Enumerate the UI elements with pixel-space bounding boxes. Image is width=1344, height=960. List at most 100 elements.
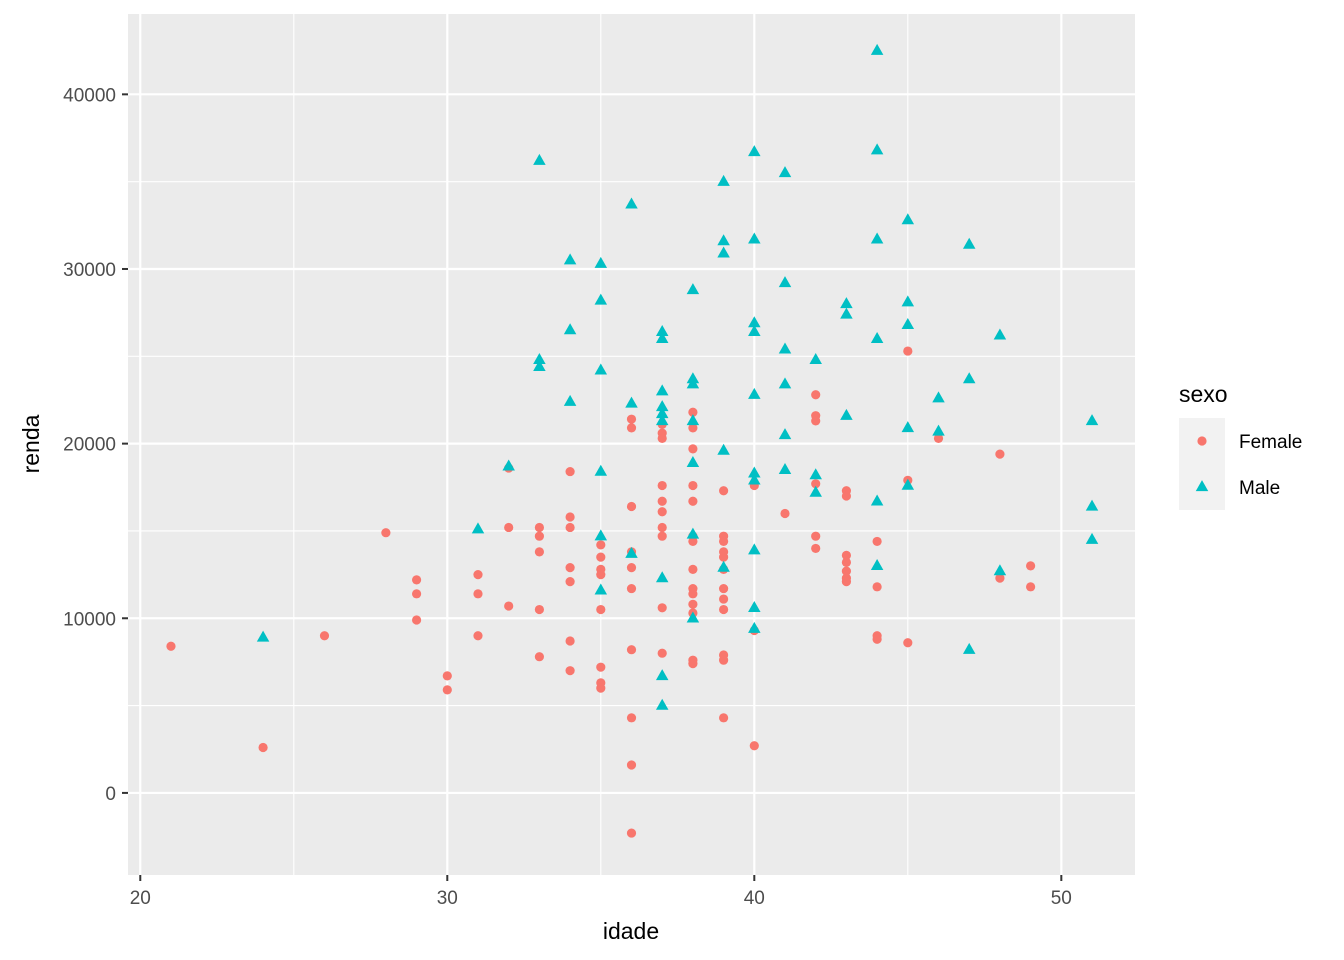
data-point (778, 428, 792, 440)
data-point (870, 559, 884, 571)
data-point (1085, 414, 1099, 426)
y-axis-ticks: 0 10000 20000 30000 40000 (63, 85, 128, 805)
data-point (840, 297, 853, 309)
x-tick-label: 50 (1051, 888, 1072, 909)
data-point (565, 576, 575, 587)
data-point (993, 564, 1007, 576)
data-point (870, 43, 884, 55)
data-point (840, 307, 853, 319)
data-point (534, 652, 544, 662)
y-tick-label: 0 (105, 784, 116, 805)
data-point (719, 713, 729, 723)
x-tick-label: 20 (130, 888, 151, 909)
data-point (748, 325, 761, 337)
data-point (626, 583, 637, 594)
data-point (686, 414, 700, 426)
data-point (594, 363, 608, 375)
data-point (717, 246, 730, 258)
data-point (870, 143, 884, 155)
legend-key-male (1195, 480, 1209, 492)
data-point (748, 473, 761, 485)
data-point (473, 570, 483, 580)
data-point (811, 479, 821, 489)
data-point (533, 359, 546, 371)
data-point (841, 576, 852, 587)
legend: sexo Female Male (1179, 381, 1302, 510)
data-point (473, 589, 483, 599)
data-point (778, 166, 792, 178)
data-point (778, 377, 792, 389)
data-points (166, 43, 1099, 838)
data-point (901, 295, 915, 307)
data-point (809, 352, 822, 364)
data-point (655, 400, 669, 412)
data-point (686, 611, 700, 623)
data-point (809, 485, 822, 497)
data-point (473, 631, 483, 641)
data-point (565, 466, 575, 477)
data-point (534, 531, 544, 541)
data-point (657, 603, 667, 613)
data-point (411, 575, 422, 585)
data-point (565, 563, 575, 573)
data-point (626, 501, 637, 512)
data-point (841, 566, 852, 576)
data-point (565, 636, 575, 646)
data-point (563, 253, 577, 265)
data-point (688, 564, 698, 574)
data-point (688, 659, 698, 669)
data-point (962, 372, 976, 384)
data-point (625, 546, 638, 558)
data-point (381, 528, 391, 538)
data-point (933, 433, 944, 443)
x-tick-label: 30 (437, 888, 458, 909)
data-point (594, 464, 608, 476)
data-point (748, 600, 761, 612)
data-point (1085, 532, 1099, 544)
data-point (841, 491, 852, 501)
data-point (534, 522, 544, 533)
data-point (686, 283, 700, 295)
data-point (256, 630, 270, 642)
data-point (657, 507, 667, 517)
data-point (809, 468, 822, 480)
data-point (811, 390, 821, 400)
data-point (1026, 561, 1036, 571)
data-point (657, 433, 667, 443)
data-point (594, 256, 608, 268)
data-point (625, 396, 638, 408)
data-point (962, 237, 976, 249)
data-point (504, 522, 514, 533)
data-point (901, 421, 915, 433)
data-point (565, 666, 575, 676)
data-point (626, 713, 637, 723)
data-point (870, 332, 884, 344)
data-point (748, 145, 761, 157)
data-point (533, 153, 546, 165)
data-point (872, 582, 882, 592)
data-point (655, 669, 669, 681)
y-tick-label: 30000 (63, 260, 116, 281)
data-point (719, 655, 729, 665)
data-point (657, 480, 667, 491)
data-point (717, 560, 730, 572)
data-point (748, 387, 761, 399)
data-point (657, 496, 667, 506)
data-point (811, 416, 821, 426)
series-male (256, 43, 1099, 710)
data-point (655, 384, 669, 396)
data-point (901, 478, 915, 490)
data-point (596, 604, 606, 615)
data-point (686, 527, 700, 539)
data-point (995, 449, 1005, 459)
data-point (563, 323, 577, 335)
data-point (778, 276, 792, 288)
data-point (686, 377, 700, 389)
data-point (719, 552, 729, 562)
legend-title: sexo (1179, 381, 1228, 407)
major-gridlines (128, 14, 1135, 875)
data-point (780, 508, 790, 519)
data-point (686, 456, 700, 468)
data-point (565, 512, 575, 522)
data-point (901, 213, 915, 225)
